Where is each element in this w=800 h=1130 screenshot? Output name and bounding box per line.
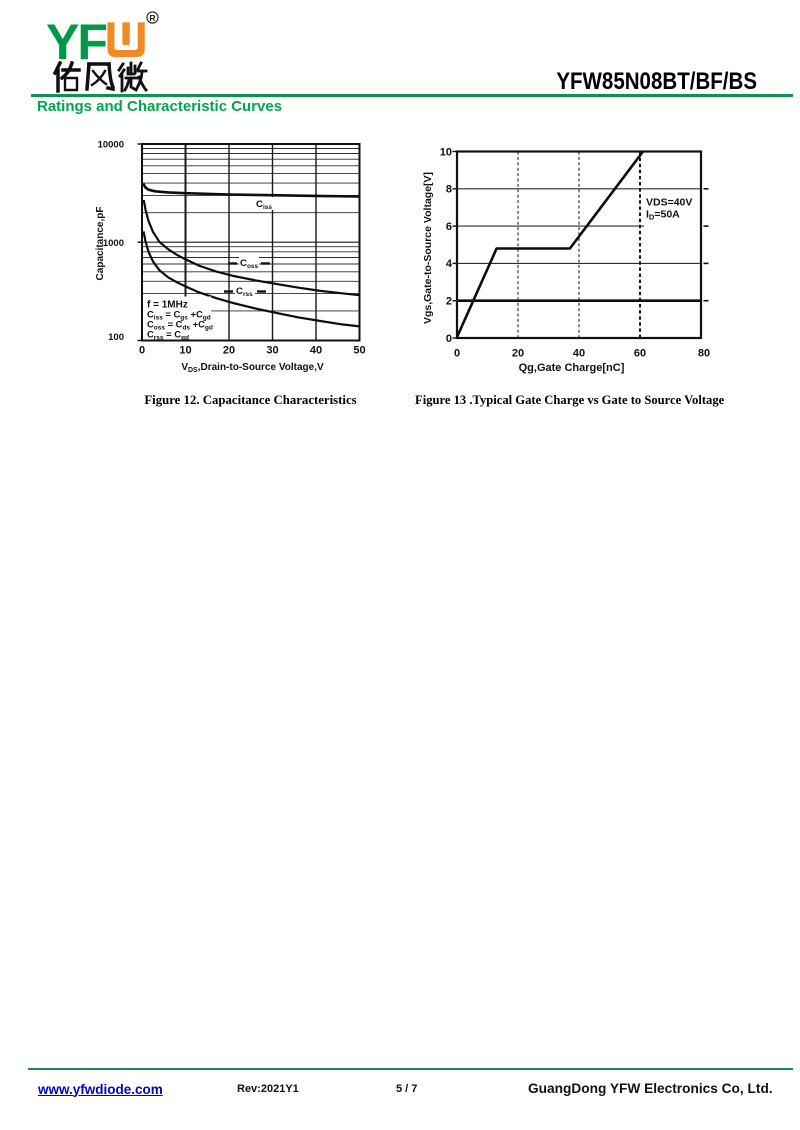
svg-text:2: 2 (446, 296, 452, 308)
svg-text:Ciss = Cgs +Cgd: Ciss = Cgs +Cgd (147, 309, 211, 322)
svg-text:4: 4 (446, 258, 453, 270)
svg-text:Capacitance,pF: Capacitance,pF (95, 207, 106, 281)
svg-text:6: 6 (446, 221, 452, 233)
svg-text:8: 8 (446, 184, 452, 196)
svg-text:f = 1MHz: f = 1MHz (147, 300, 188, 311)
svg-text:1000: 1000 (103, 238, 124, 249)
svg-text:Qg,Gate Charge[nC]: Qg,Gate Charge[nC] (519, 362, 625, 374)
svg-text:10: 10 (440, 146, 452, 158)
svg-text:VDS,Drain-to-Source Voltage,V: VDS,Drain-to-Source Voltage,V (181, 362, 324, 374)
svg-text:VDS=40V: VDS=40V (646, 197, 692, 209)
svg-text:40: 40 (310, 345, 322, 357)
svg-text:Vgs,Gate-to-Source Voltage[V]: Vgs,Gate-to-Source Voltage[V] (422, 172, 434, 324)
svg-text:0: 0 (139, 345, 145, 357)
svg-text:50: 50 (353, 345, 365, 357)
svg-text:0: 0 (446, 333, 452, 345)
svg-text:10000: 10000 (98, 139, 124, 150)
svg-text:20: 20 (512, 348, 524, 360)
svg-text:100: 100 (108, 332, 124, 343)
svg-text:60: 60 (634, 348, 646, 360)
svg-text:40: 40 (573, 348, 585, 360)
svg-text:10: 10 (179, 345, 191, 357)
svg-text:20: 20 (223, 345, 235, 357)
svg-text:30: 30 (266, 345, 278, 357)
svg-text:R: R (149, 13, 155, 23)
svg-text:YF: YF (46, 14, 106, 62)
svg-text:0: 0 (454, 348, 460, 360)
svg-text:80: 80 (698, 348, 710, 360)
svg-text:ID=50A: ID=50A (646, 209, 680, 222)
